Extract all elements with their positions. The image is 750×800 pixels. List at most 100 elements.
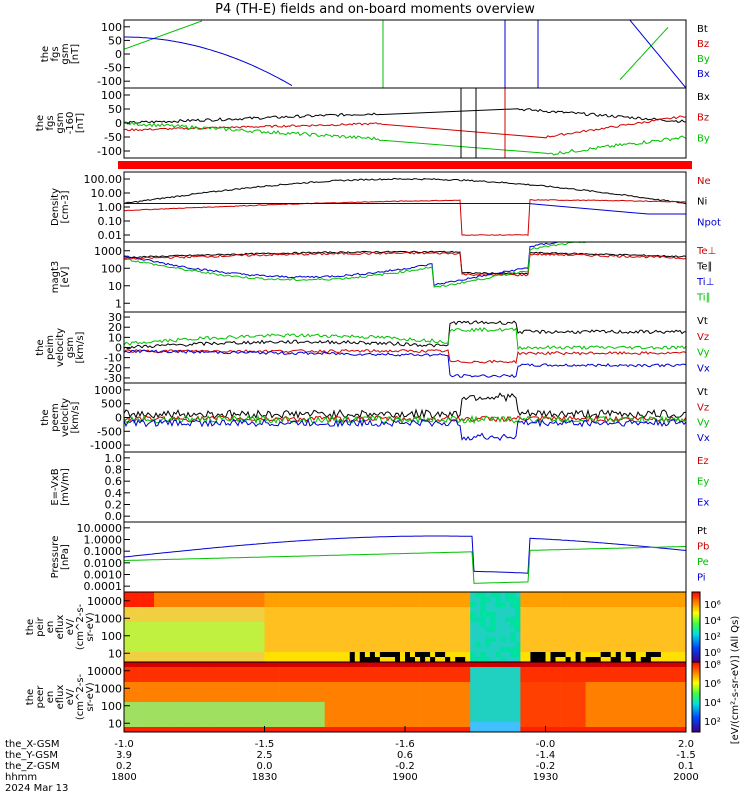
ylabel-line: velocity — [55, 328, 66, 367]
ytick-label: 10 — [108, 647, 122, 660]
footer-value: -1.6 — [395, 739, 415, 750]
ylabel-veli: the peim velocity gsm [km/s] — [35, 328, 86, 367]
ytick-label: 30 — [108, 311, 122, 324]
ytick-label: 50 — [108, 34, 122, 47]
ylabel-line: eflux — [55, 685, 66, 710]
ytick-label: 10000 — [87, 665, 122, 678]
colorbar-tick: 10⁶ — [704, 679, 721, 690]
footer-value: 2.0 — [678, 739, 694, 750]
ytick-label: 0.10 — [98, 215, 123, 228]
ytick-label: 1000 — [94, 612, 122, 625]
footer-value: 0.0 — [256, 761, 273, 772]
colorbar-tick: 10² — [704, 632, 721, 643]
ylabel-line: sr-eV) — [85, 612, 96, 641]
ytick-label: 0.0001 — [84, 580, 123, 593]
footer-value: 1900 — [392, 772, 418, 783]
ytick-label: 500 — [101, 398, 122, 411]
vele-vt — [123, 392, 687, 420]
ylabel-line: eV/ — [65, 688, 76, 705]
colorbar-tick: 10² — [704, 717, 721, 728]
legend-density: Ne — [697, 176, 711, 187]
ylabel-line: the — [25, 689, 36, 705]
ytick-label: 1 — [115, 297, 122, 310]
ytick-label: 0 — [115, 412, 122, 425]
ytick-label: 0.01 — [98, 229, 123, 242]
ylabel-line: [km/s] — [75, 331, 86, 363]
ytick-label: 1000 — [94, 245, 122, 258]
footer-value: 0.6 — [397, 750, 413, 761]
footer-label: hhmm — [5, 772, 38, 783]
colorbar-tick: 10⁴ — [704, 698, 721, 709]
ytick-label: -100 — [97, 75, 122, 88]
footer-value: 2.5 — [256, 750, 273, 761]
ytick-label: 0.0 — [105, 510, 123, 523]
ytick-label: 0 — [115, 342, 122, 355]
ylabel-ieflux: the peir en eflux eV/(cm^2-s-sr-eV) — [25, 603, 96, 650]
ylabel-line: peir — [35, 616, 46, 636]
pressure-pi — [123, 535, 687, 574]
ylabel-line: peim — [45, 335, 56, 360]
colorbar-ion — [691, 591, 701, 663]
veli-vy — [123, 327, 687, 351]
ytick-label: -1000 — [90, 439, 122, 452]
pressure-pe — [124, 546, 686, 584]
vele-vx — [123, 418, 687, 441]
legend-veli: Vx — [697, 363, 710, 374]
ylabel-line: eV/ — [65, 618, 76, 635]
ytick-label: 10 — [108, 717, 122, 730]
fgs-bx-fall — [629, 19, 687, 89]
legend-temp: Te⊥ — [696, 246, 716, 257]
legend-vele: Vx — [697, 433, 710, 444]
ytick-label: -10 — [104, 352, 122, 365]
temp-te-perp — [123, 251, 687, 277]
legend-fgsdc: Bz — [697, 113, 709, 124]
footer-value: -0.0 — [535, 739, 556, 750]
legend-vele: Vt — [697, 387, 708, 398]
colorbar-tick: 10⁴ — [704, 616, 721, 627]
ytick-label: 1.0 — [105, 452, 123, 465]
legend-pressure: Pt — [697, 526, 707, 537]
ylabel-line: (cm^2-s- — [75, 673, 86, 720]
ylabel-temp: magt3 [eV] — [50, 261, 71, 294]
ytick-label: 10.0000 — [77, 522, 123, 535]
ytick-label: -50 — [104, 131, 122, 144]
footer-value: 1930 — [532, 772, 559, 783]
ylabel-line: en — [45, 621, 56, 634]
ytick-label: 1000 — [94, 384, 122, 397]
ytick-label: 0.0100 — [84, 557, 123, 570]
ylabel-line: [eV] — [60, 267, 71, 288]
fgs-by-line — [123, 20, 203, 50]
fgsdc-by-line — [123, 121, 687, 156]
panel-frame-fgsdc — [123, 87, 687, 159]
legend-vele: Vz — [697, 402, 709, 413]
footer-label: the_Z-GSM — [5, 761, 60, 772]
colorbar-tick: 10⁰ — [704, 648, 721, 659]
plot-title: P4 (TH-E) fields and on-board moments ov… — [215, 2, 535, 17]
ylabel-line: en — [45, 691, 56, 704]
fgsdc-bx-line — [123, 108, 686, 125]
ylabel-line: (cm^2-s- — [75, 603, 86, 650]
footer-value: 2000 — [673, 772, 699, 783]
footer-label: the_X-GSM — [5, 739, 60, 750]
footer-label: the_Y-GSM — [5, 750, 59, 761]
ylabel-line: [nT] — [70, 44, 81, 64]
ylabel-line: velocity — [60, 398, 71, 437]
ylabel-line: [mV/m] — [60, 468, 71, 506]
temp-ti-par — [123, 241, 686, 288]
ytick-label: 1.00 — [98, 201, 123, 214]
ytick-label: 0.2 — [105, 499, 123, 512]
fgs-bx-line — [124, 36, 293, 87]
ytick-label: 0.8 — [105, 464, 123, 477]
legend-fgs: By — [697, 54, 710, 65]
footer-value: -1.5 — [254, 739, 275, 750]
ytick-label: 0.0010 — [84, 569, 123, 582]
ytick-label: 100 — [101, 21, 122, 34]
panel-frame-efield — [123, 451, 687, 523]
legend-efield: Ey — [697, 477, 709, 488]
veli-vx — [123, 349, 687, 378]
ylabel-density: Density [cm-3] — [50, 188, 71, 226]
legend-pressure: Pe — [697, 557, 709, 568]
vele-vy — [123, 414, 687, 425]
ylabel-line: the — [35, 339, 46, 355]
